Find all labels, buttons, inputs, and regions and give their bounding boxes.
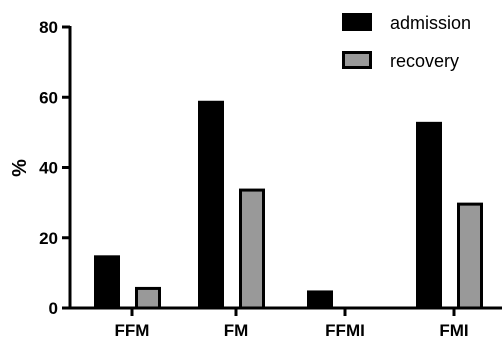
y-tick-label: 20 xyxy=(39,229,58,248)
bar-recovery-fm xyxy=(239,188,265,310)
labels: 0 20 40 60 80 FFM FM FFMI FMI% xyxy=(9,18,469,340)
bar-admission-ffm xyxy=(94,255,120,310)
bar-recovery-fmi xyxy=(457,202,483,310)
x-tick-label: FM xyxy=(224,321,249,340)
bar-recovery-ffm xyxy=(135,286,161,310)
legend-label-admission: admission xyxy=(390,13,471,33)
x-tick-label: FFMI xyxy=(325,321,365,340)
legend-swatch-admission xyxy=(342,13,372,31)
bar-admission-fm xyxy=(198,100,224,310)
y-tick-label: 40 xyxy=(39,159,58,178)
bar-admission-fmi xyxy=(416,121,442,310)
y-tick-label: 60 xyxy=(39,88,58,107)
legend-label-recovery: recovery xyxy=(390,51,459,71)
x-tick-label: FFM xyxy=(115,321,150,340)
bars xyxy=(94,100,483,310)
legend-swatch-recovery xyxy=(342,51,372,69)
legend: admission recovery xyxy=(342,13,471,71)
y-tick-label: 80 xyxy=(39,18,58,37)
bar-admission-ffmi xyxy=(307,290,333,310)
x-tick-label: FMI xyxy=(439,321,468,340)
y-tick-label: 0 xyxy=(49,299,58,318)
y-axis-label: % xyxy=(9,159,31,177)
